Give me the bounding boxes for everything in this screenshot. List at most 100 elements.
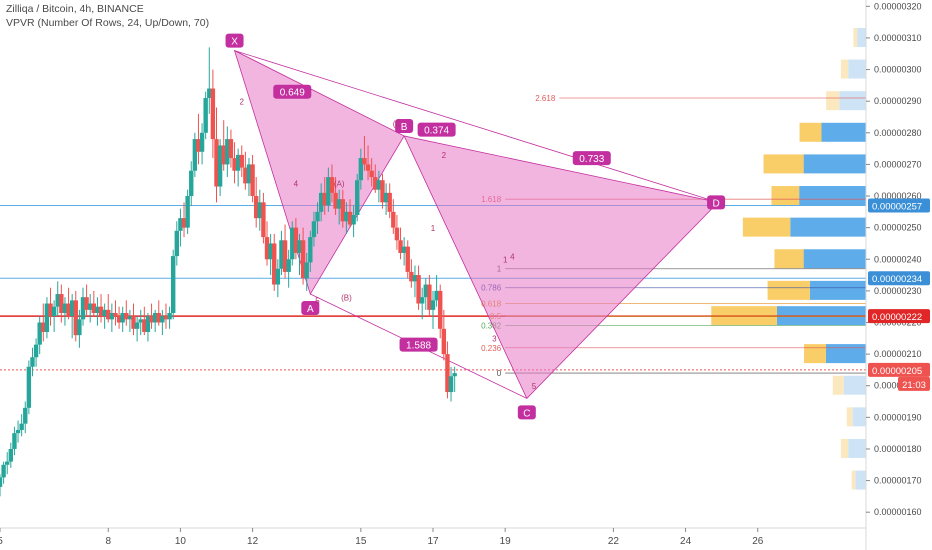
y-tick-label-0: 0.00000160 — [874, 507, 922, 517]
candle-body-81 — [290, 227, 295, 260]
y-tick-label-8: 0.00000240 — [874, 254, 922, 264]
candle-body-112 — [401, 246, 407, 253]
candle-body-51 — [181, 218, 187, 228]
candle-body-99 — [355, 180, 360, 215]
candle-body-58 — [207, 88, 212, 99]
candle-body-88 — [315, 211, 320, 222]
candle-body-32 — [113, 313, 118, 317]
x-tick-label-3: 12 — [247, 536, 259, 547]
wave-label-5: (C — [393, 119, 402, 128]
wave-label-6: 2 — [442, 151, 447, 160]
vp-bar-up-10 — [825, 344, 866, 364]
y-tick-label-14: 0.00000300 — [874, 65, 922, 75]
candle-body-120 — [430, 300, 436, 310]
candle-body-62 — [221, 145, 226, 165]
y-tick-label-4: 0.00000200 — [874, 381, 922, 391]
candle-body-64 — [228, 139, 234, 159]
candle-body-44 — [156, 313, 161, 323]
pattern-point-C-box — [517, 405, 536, 420]
candle-body-104 — [373, 177, 378, 190]
vp-bar-down-2 — [826, 91, 840, 111]
candle-body-41 — [145, 316, 151, 332]
candle-body-92 — [329, 177, 335, 193]
candle-body-31 — [109, 313, 115, 320]
candle-body-105 — [376, 180, 382, 190]
y-tick-label-12: 0.00000280 — [874, 128, 922, 138]
vp-bar-up-5 — [799, 186, 866, 206]
y-tick-label-3: 0.00000190 — [874, 412, 922, 422]
pattern-ratio-1-box — [417, 122, 456, 137]
price-tag-2: 0.00000222 — [872, 312, 922, 323]
countdown-box — [898, 376, 930, 391]
candle-body-91 — [326, 177, 331, 206]
candle-body-56 — [199, 132, 205, 152]
vp-bar-down-11 — [832, 375, 844, 395]
vp-bar-down-6 — [742, 217, 791, 237]
vp-bar-up-1 — [848, 59, 866, 79]
vp-bar-up-6 — [790, 217, 866, 237]
candle-body-102 — [365, 164, 371, 171]
candle-body-0 — [0, 477, 3, 487]
pattern-point-A: A — [307, 304, 314, 315]
y-tick-label-2: 0.00000180 — [874, 444, 922, 454]
candle-body-75 — [268, 243, 273, 260]
candle-body-77 — [275, 268, 281, 285]
fib-label-0: 2.618 — [535, 94, 556, 103]
candle-body-14 — [48, 303, 53, 317]
candle-body-55 — [196, 139, 201, 152]
candle-body-42 — [149, 316, 154, 323]
y-tick-label-10: 0.00000260 — [874, 191, 922, 201]
wave-label-9: 4 — [510, 252, 515, 261]
wave-label-0: 2 — [240, 97, 245, 106]
y-tick-label-7: 0.00000230 — [874, 286, 922, 296]
candle-body-21 — [73, 300, 78, 336]
candle-body-68 — [243, 167, 248, 184]
vp-bar-up-11 — [843, 375, 866, 395]
vp-bar-down-10 — [804, 344, 826, 364]
wave-label-10: 3 — [492, 334, 497, 343]
pattern-point-C: C — [523, 408, 530, 419]
candle-body-125 — [448, 376, 454, 393]
candle-body-28 — [98, 306, 104, 317]
candle-body-38 — [134, 322, 140, 329]
pattern-ratio-2-box — [399, 337, 438, 352]
fib-label-6: 0.382 — [481, 322, 502, 331]
candle-body-59 — [210, 88, 216, 140]
wave-label-2: (A) — [334, 180, 345, 189]
y-tick-label-13: 0.00000290 — [874, 96, 922, 106]
x-tick-label-0: 5 — [0, 536, 3, 547]
candle-body-50 — [178, 218, 183, 231]
pattern-point-A-box — [301, 301, 320, 316]
candle-body-72 — [257, 202, 262, 219]
wave-label-3: (B) — [341, 293, 352, 302]
vp-bar-down-8 — [767, 280, 810, 300]
candle-body-65 — [232, 158, 237, 171]
wave-label-7: 1 — [431, 224, 436, 233]
pattern-point-D: D — [712, 198, 719, 209]
pattern-triangle-bcd — [403, 135, 719, 400]
candle-body-98 — [351, 214, 356, 225]
candle-body-27 — [95, 306, 100, 314]
candle-body-74 — [264, 237, 270, 260]
candle-body-94 — [336, 199, 342, 209]
candle-body-1 — [1, 464, 6, 478]
candle-body-84 — [300, 240, 306, 279]
candle-body-2 — [5, 461, 10, 465]
vp-bar-down-0 — [853, 27, 858, 47]
candle-body-11 — [37, 322, 42, 345]
candle-body-82 — [293, 227, 299, 253]
candle-body-7 — [23, 407, 28, 424]
pattern-ratio-2: 1.588 — [406, 341, 431, 352]
candle-body-87 — [311, 221, 317, 238]
vp-bar-down-1 — [840, 59, 849, 79]
candle-body-108 — [387, 192, 392, 212]
x-tick-label-6: 19 — [500, 536, 512, 547]
price-tag-0-box — [868, 198, 930, 213]
y-tick-label-9: 0.00000250 — [874, 223, 922, 233]
candle-body-101 — [362, 158, 367, 165]
vp-bar-down-4 — [763, 154, 804, 174]
vp-bar-down-7 — [774, 249, 804, 269]
candle-body-78 — [279, 240, 284, 269]
